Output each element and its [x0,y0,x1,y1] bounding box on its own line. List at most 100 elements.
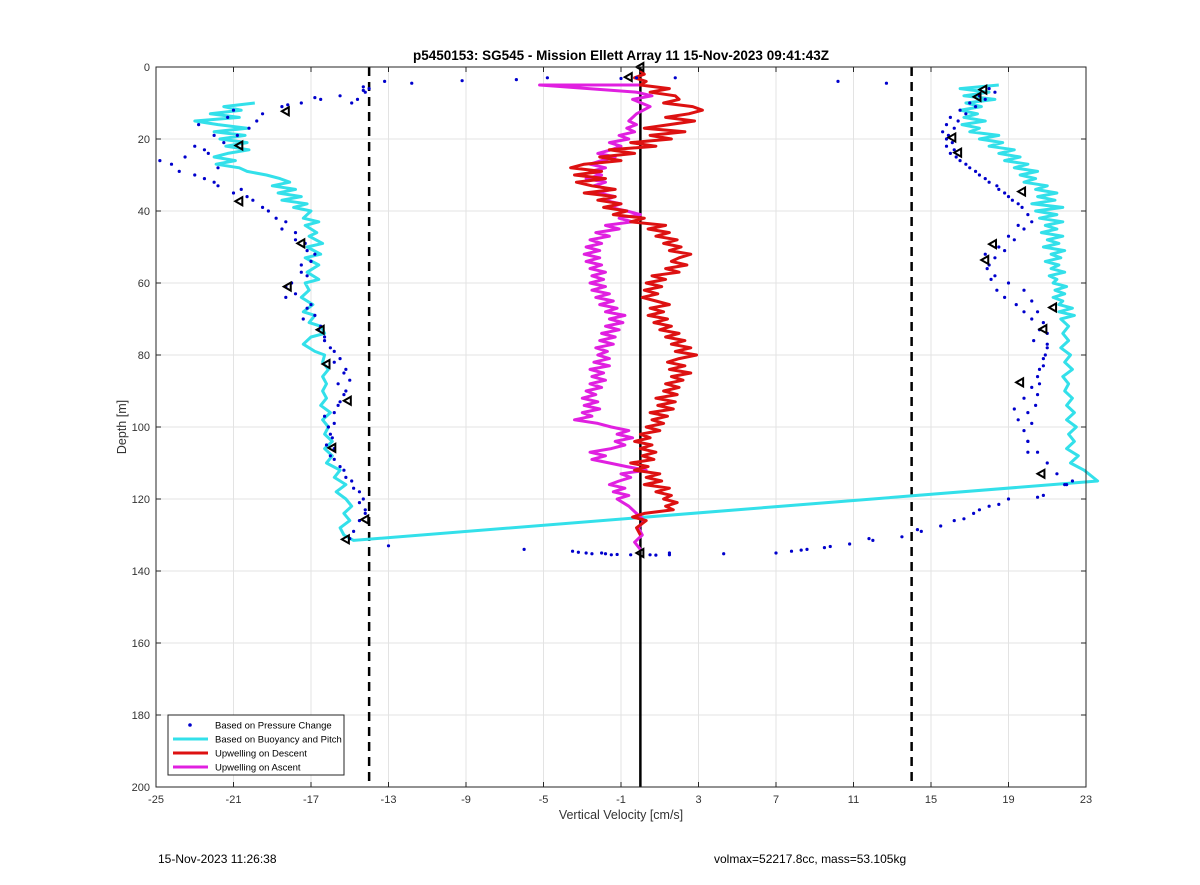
pressure-point [822,546,827,550]
legend-symbol [188,723,192,727]
pressure-point [950,141,954,145]
triangle-marker [946,131,957,144]
pressure-point [1030,220,1034,224]
x-tick-label: -5 [539,794,549,806]
pressure-point [952,148,956,152]
triangle-marker [295,237,306,250]
plot-data [158,61,1100,559]
pressure-point [944,137,949,141]
pressure-point [985,267,989,271]
chart-title: p5450153: SG545 - Mission Ellett Array 1… [413,48,829,63]
pressure-point [1032,339,1036,343]
pressure-point [1041,321,1045,325]
pressure-point [386,544,391,548]
y-tick-label: 80 [138,350,150,362]
pressure-point [1034,403,1038,407]
triangle-marker [341,394,352,407]
pressure-point [848,542,852,546]
pressure-point [319,97,323,101]
pressure-point [570,549,575,553]
pressure-point [326,425,331,429]
pressure-point [363,508,367,512]
pressure-point [648,553,652,557]
pressure-point [1041,364,1045,368]
pressure-point [332,457,336,461]
pressure-point [995,184,999,188]
pressure-point [338,94,342,98]
pressure-point [206,151,210,155]
pressure-point [1006,195,1011,199]
pressure-point [293,238,298,242]
pressure-point [1026,213,1030,217]
pressure-point [609,553,613,557]
pressure-point [299,270,303,274]
pressure-point [357,490,362,494]
pressure-point [522,547,526,552]
pressure-point [1041,493,1045,497]
y-tick-label: 200 [132,782,150,794]
triangle-marker [1016,185,1027,198]
pressure-point [332,360,336,364]
pressure-point [1055,472,1059,476]
pressure-point [619,76,623,81]
pressure-point [293,231,298,235]
pressure-point [322,414,327,418]
triangle-marker [281,280,292,293]
pressure-point [193,173,197,177]
pressure-point [956,119,960,123]
y-tick-label: 60 [138,278,150,290]
pressure-point [993,274,997,278]
pressure-point [350,479,354,483]
pressure-point [313,313,317,317]
pressure-point [968,166,972,170]
pressure-point [342,371,346,375]
triangle-marker [359,513,370,526]
pressure-point [987,87,991,91]
x-tick-label: -25 [148,794,164,806]
pressure-point [460,79,464,83]
reference-lines [367,67,913,787]
pressure-point [328,454,332,458]
series-line-2 [569,69,704,536]
pressure-point [305,306,309,310]
pressure-point [1012,407,1016,411]
pressure-point [1043,353,1047,357]
x-tick-label: -13 [381,794,397,806]
pressure-point [299,263,303,267]
x-tick-label: 11 [848,794,859,806]
pressure-point [836,79,840,83]
triangle-marker [1047,301,1058,314]
pressure-point [667,551,672,555]
pressure-point [348,378,352,382]
pressure-point [964,112,968,116]
y-tick-label: 0 [144,62,150,74]
pressure-point [1006,234,1011,238]
pressure-point [995,288,999,292]
pressure-point [1006,497,1011,501]
pressure-point [344,389,348,393]
pressure-point [828,544,832,549]
pressure-point [634,76,639,80]
triangle-marker [622,71,633,83]
pressure-point [1003,249,1007,253]
footer-timestamp: 15-Nov-2023 11:26:38 [158,852,277,866]
pressure-point [987,180,991,184]
pressure-point [313,96,317,100]
pressure-point [330,436,334,440]
pressure-point [997,245,1001,249]
pressure-point [919,529,923,534]
pressure-point [305,249,309,253]
pressure-point [983,252,987,256]
pressure-point [1045,342,1049,346]
pressure-point [293,292,298,296]
pressure-point [722,552,726,556]
y-tick-label: 160 [132,638,150,650]
pressure-point [357,501,362,505]
pressure-point [997,502,1001,506]
triangle-marker [233,139,244,152]
pressure-point [309,303,313,307]
y-tick-label: 140 [132,566,150,578]
pressure-point [202,177,207,181]
pressure-point [313,252,317,256]
pressure-point [997,187,1001,191]
